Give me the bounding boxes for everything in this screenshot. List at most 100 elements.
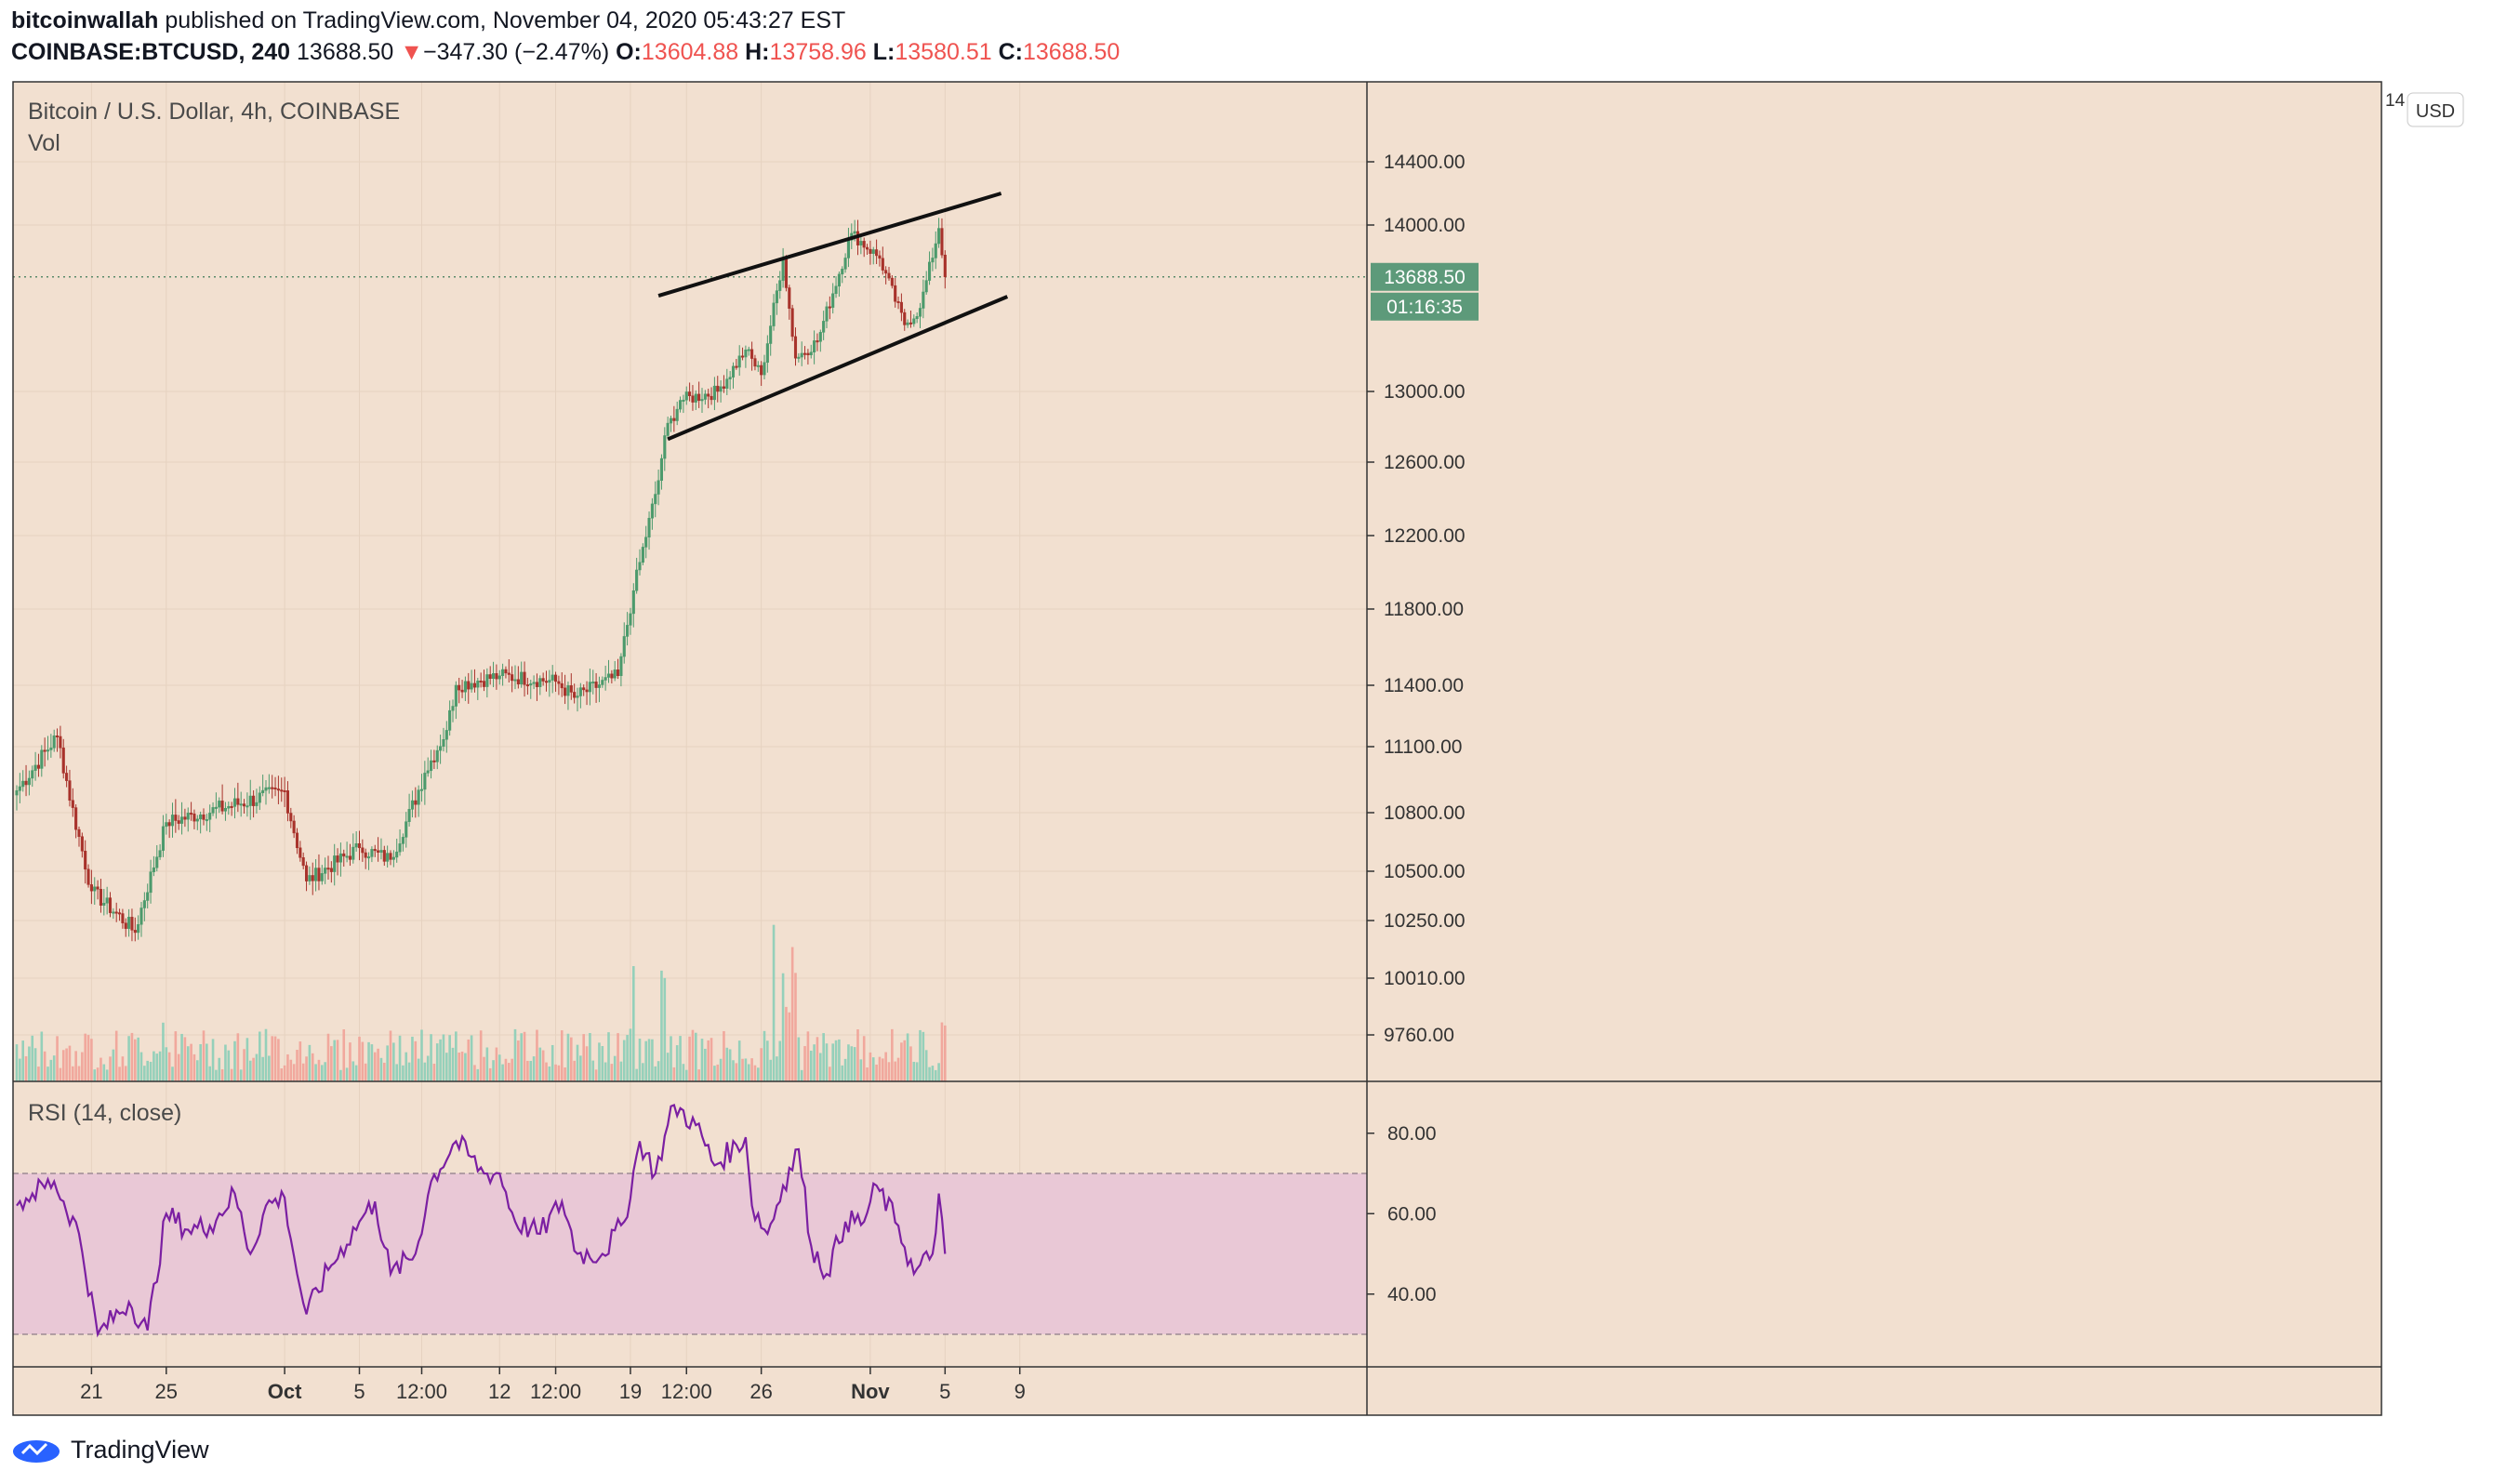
volume-bar [822,1033,825,1081]
volume-bar [850,1046,854,1081]
volume-bar [314,1064,317,1081]
candle-body [760,364,763,376]
volume-bar [554,1064,557,1081]
volume-bar [74,1051,77,1081]
candle-body [56,735,60,738]
volume-bar [753,1065,757,1081]
volume-bar [167,1052,171,1081]
volume-bar [728,1049,732,1081]
volume-bar [803,1046,806,1081]
volume-bar [647,1039,651,1081]
volume-bar [190,1043,192,1081]
rsi-tick-label: 40.00 [1387,1284,1437,1305]
volume-bar [585,1046,589,1081]
candle-body [155,856,159,868]
published-text: published on TradingView.com, November 0… [165,7,846,33]
candle-body [36,764,41,769]
volume-bar [776,1056,778,1081]
volume-bar [432,1063,436,1081]
volume-bar [919,1029,922,1081]
volume-bar [737,1040,741,1081]
volume-bar [183,1037,187,1081]
volume-bar [81,1052,84,1081]
volume-bar [420,1029,423,1081]
candles[interactable] [15,218,947,942]
volume-bar [695,1032,697,1081]
tradingview-footer[interactable]: TradingView [11,1435,209,1464]
volume-bar [268,1055,271,1081]
candle-body [149,871,153,894]
time-tick-label: 12 [488,1380,511,1403]
candle-body [560,682,564,689]
candle-body [146,892,150,901]
candle-body [99,889,103,906]
volume-bar [853,1047,856,1081]
candle-body [566,685,570,696]
candle-body [31,770,34,779]
candle-body [841,269,844,275]
candle-body [943,254,947,278]
volume-bar [358,1036,361,1081]
volume-bar [218,1057,221,1081]
publisher-name[interactable]: bitcoinwallah [11,7,159,33]
volume-bar [277,1039,280,1081]
candle-body [597,684,602,688]
price-tick-label: 11100.00 [1384,736,1462,758]
candle-body [576,696,579,698]
volume-bar [847,1044,850,1081]
candle-body [211,807,215,814]
time-tick-label: 26 [749,1380,772,1403]
price-tick-label: 11400.00 [1384,675,1464,696]
volume-bar [878,1056,882,1081]
price-axis[interactable]: 14400.00 14000.00 13000.00 12600.00 12200.00… [1367,152,1466,1046]
candle-body [769,325,773,344]
candle-body [121,913,125,923]
volume-bar [442,1034,445,1081]
candle-body [407,809,411,822]
price-tick-label-top: 14 [2385,91,2406,111]
volume-bar [504,1058,508,1081]
rsi-axis[interactable]: 80.00 60.00 40.00 [1367,1123,1437,1305]
candle-body [507,672,511,675]
candle-body [199,814,203,820]
candle-body [884,270,888,274]
volume-bar [180,1033,183,1081]
volume-bar [112,1049,115,1081]
candle-body [205,819,208,822]
candle-body [370,849,374,857]
volume-bar [68,1045,72,1081]
volume-bar [663,977,667,1081]
candle-body [934,243,937,258]
candle-body [940,228,944,256]
candle-body [501,669,505,676]
trendlines[interactable] [657,192,1009,442]
candle-body [890,277,894,286]
volume-bar [271,1036,273,1081]
candle-body [573,692,577,698]
candle-body [750,349,754,359]
candle-body [52,735,56,749]
candle-body [688,391,692,396]
candle-body [650,503,654,519]
time-tick-label: 9 [1015,1380,1026,1403]
volume-bar [342,1029,346,1081]
volume-bar [417,1058,420,1081]
candle-body [167,822,171,827]
candle-body [273,787,277,789]
rsi-tick-label: 80.00 [1387,1123,1437,1145]
volume-bar [747,1064,750,1081]
currency-button[interactable]: USD [2407,92,2464,127]
price-tick-label: 10800.00 [1384,802,1466,824]
volume-bar [402,1065,405,1081]
time-axis[interactable]: 21 25 Oct 5 12:00 12 12:00 19 12:00 26 Nov 5 9 [80,1367,1026,1403]
candle-body [432,760,436,762]
volume-bar [570,1037,573,1081]
candle-body [548,680,551,683]
candle-body [158,850,162,857]
candle-body [529,683,533,686]
rsi-line[interactable] [16,1104,947,1338]
candle-body [654,494,657,505]
candle-body [458,684,461,691]
volume-bar [155,1053,159,1081]
